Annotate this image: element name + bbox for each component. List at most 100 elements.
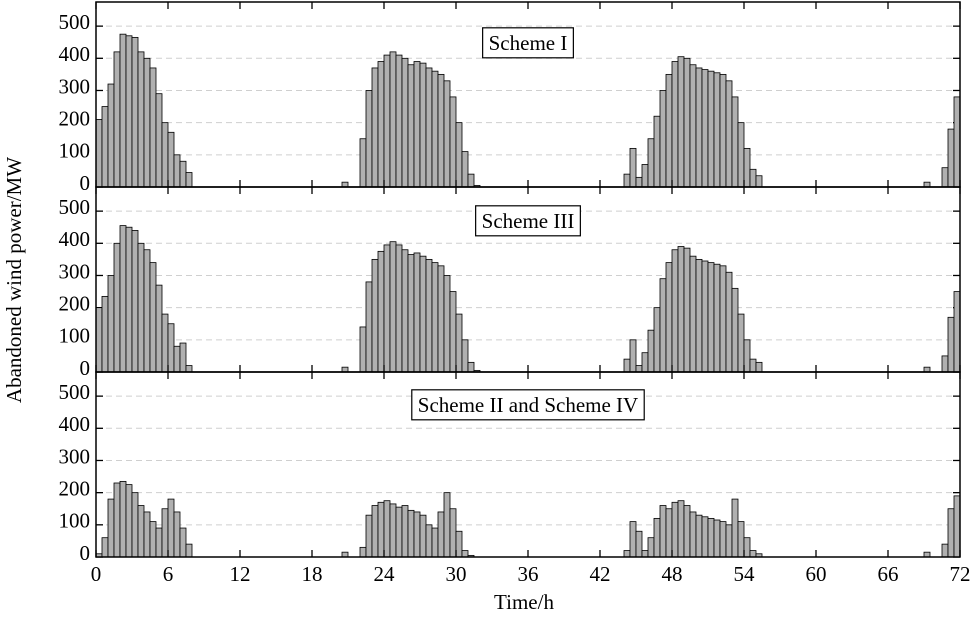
y-tick-label: 100 <box>59 139 91 163</box>
bar <box>419 62 427 188</box>
bar <box>185 365 193 373</box>
x-axis-label: Time/h <box>494 590 554 614</box>
bar <box>173 345 181 373</box>
bar <box>443 492 451 558</box>
bar <box>623 358 631 373</box>
bar <box>407 509 415 558</box>
bar <box>401 57 409 188</box>
bar <box>395 244 403 373</box>
bar <box>623 550 631 558</box>
bar <box>647 138 655 188</box>
y-tick-label: 200 <box>59 106 91 130</box>
bar <box>953 96 961 188</box>
bar <box>947 508 955 558</box>
bar <box>467 173 475 188</box>
bar <box>725 524 733 558</box>
bar <box>755 175 763 188</box>
bar <box>659 505 667 558</box>
bar <box>401 249 409 373</box>
bar <box>701 260 709 373</box>
bar <box>137 51 145 188</box>
bar <box>443 80 451 188</box>
bar <box>149 67 157 188</box>
bar <box>623 173 631 188</box>
bar <box>113 242 121 373</box>
bar <box>365 281 373 373</box>
y-tick-label: 300 <box>59 74 91 98</box>
legend-box <box>411 389 645 421</box>
bar <box>113 51 121 188</box>
bar <box>107 83 115 188</box>
bar <box>425 524 433 558</box>
bar <box>683 247 691 373</box>
bar <box>143 57 151 188</box>
bar <box>731 287 739 373</box>
bar <box>671 61 679 188</box>
bar <box>119 225 127 373</box>
bar <box>137 242 145 373</box>
bar <box>629 339 637 373</box>
bar <box>407 64 415 188</box>
bar <box>167 498 175 558</box>
bar <box>683 57 691 188</box>
bar <box>455 122 463 188</box>
bar <box>461 339 469 373</box>
bar <box>389 241 397 373</box>
bar <box>689 255 697 373</box>
bar <box>425 258 433 373</box>
y-tick-label: 100 <box>59 324 91 348</box>
bar <box>455 530 463 558</box>
bar <box>671 501 679 558</box>
x-tick-label: 24 <box>374 562 396 586</box>
x-tick-label: 72 <box>950 562 971 586</box>
bar <box>389 51 397 188</box>
bar <box>455 313 463 373</box>
bar <box>737 521 745 558</box>
bar <box>713 72 721 188</box>
bar <box>737 122 745 188</box>
x-tick-label: 48 <box>662 562 683 586</box>
bar <box>383 500 391 558</box>
bar <box>947 316 955 373</box>
y-tick-label: 400 <box>59 412 91 436</box>
bar <box>743 147 751 188</box>
bar <box>371 258 379 373</box>
bar <box>167 323 175 373</box>
y-tick-label: 400 <box>59 227 91 251</box>
bar <box>725 80 733 188</box>
bar <box>161 313 169 373</box>
y-tick-label: 200 <box>59 291 91 315</box>
panel-frame <box>95 371 961 558</box>
bar <box>155 527 163 558</box>
bar <box>359 326 367 373</box>
bar <box>461 151 469 188</box>
legend-box <box>482 27 574 59</box>
bar <box>461 550 469 558</box>
bar <box>749 550 757 558</box>
bar <box>149 262 157 373</box>
bar <box>707 262 715 373</box>
bar <box>665 508 673 558</box>
bar <box>143 249 151 373</box>
bar <box>359 546 367 558</box>
bar <box>713 263 721 373</box>
bar <box>371 505 379 558</box>
bar <box>437 265 445 373</box>
bar <box>401 505 409 558</box>
bar <box>635 365 643 373</box>
bar <box>179 342 187 373</box>
bar <box>701 516 709 558</box>
bar <box>449 96 457 188</box>
bar <box>689 511 697 558</box>
y-tick-label: 200 <box>59 476 91 500</box>
bar <box>377 501 385 558</box>
bar <box>377 61 385 188</box>
y-tick-label: 300 <box>59 444 91 468</box>
bar <box>167 131 175 188</box>
bar <box>113 482 121 558</box>
bar <box>101 537 109 558</box>
bar <box>425 67 433 188</box>
bar <box>119 480 127 558</box>
x-tick-label: 18 <box>302 562 323 586</box>
bar <box>395 506 403 558</box>
